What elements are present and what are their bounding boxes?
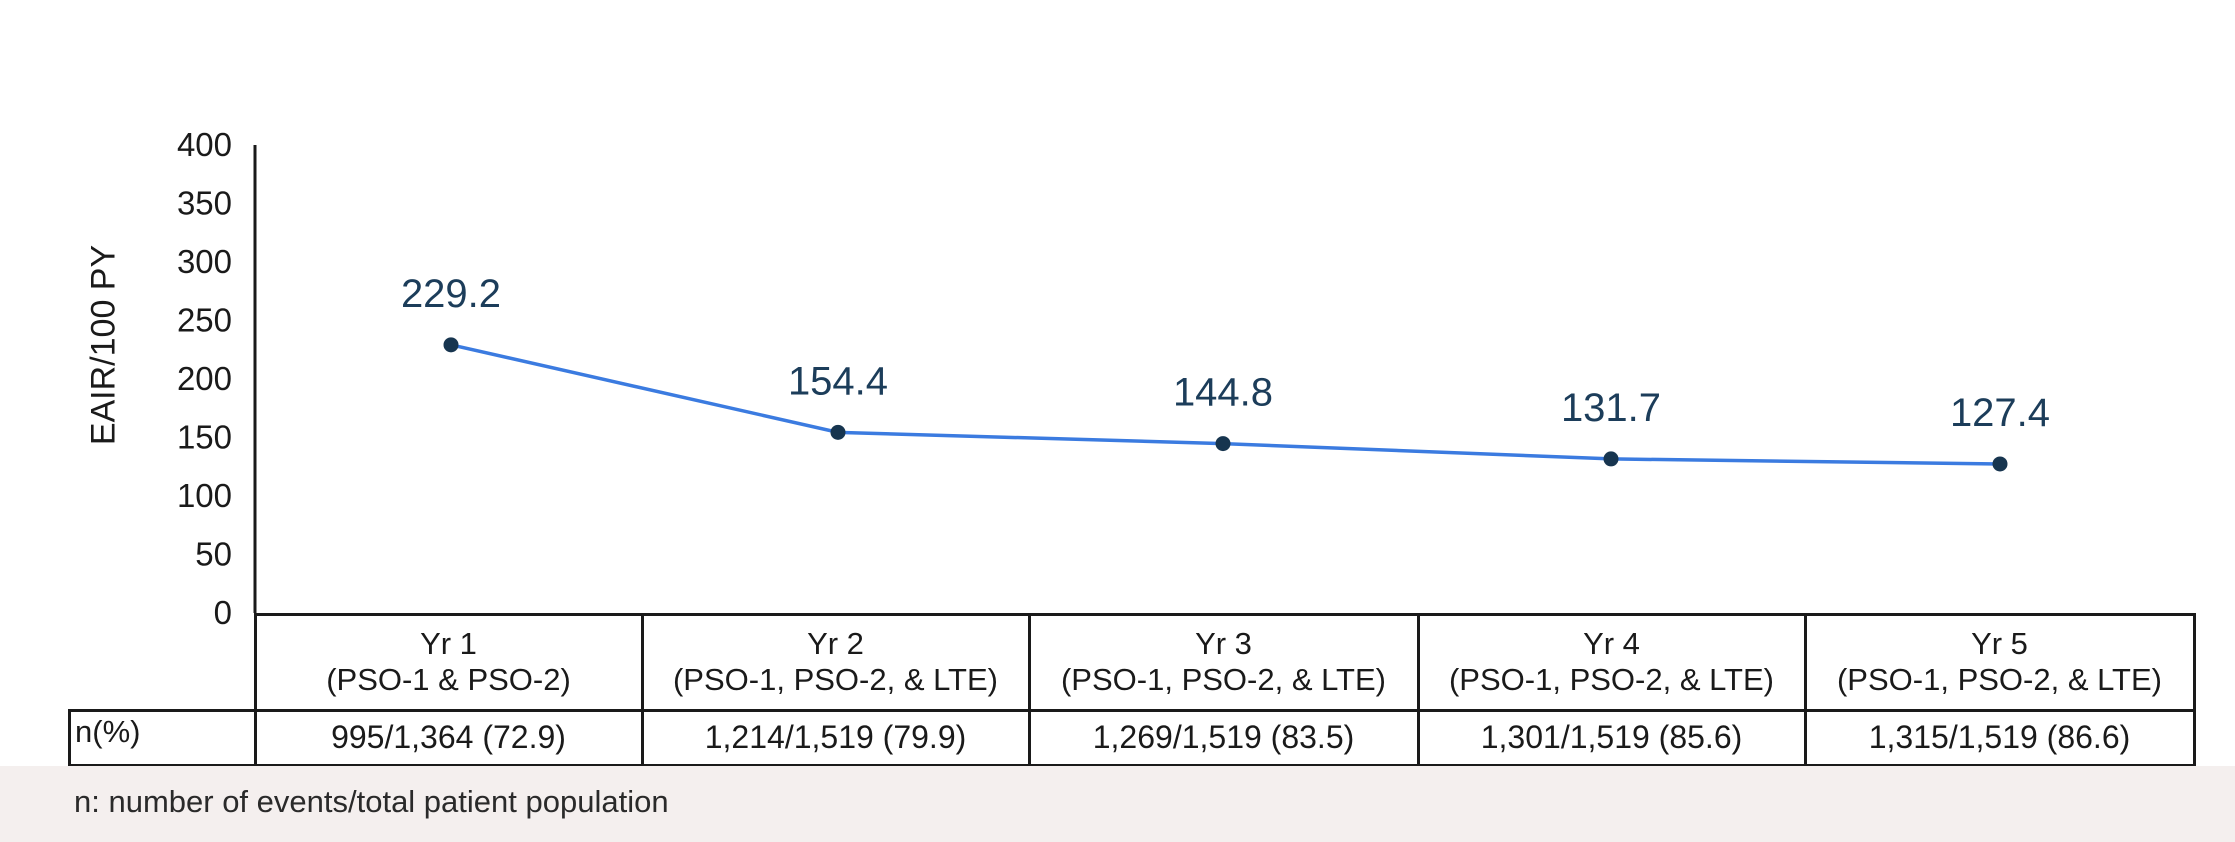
data-label: 154.4 <box>788 359 888 403</box>
table-corner <box>69 614 257 712</box>
y-tick-label: 300 <box>177 243 232 280</box>
data-label: 131.7 <box>1561 386 1661 430</box>
category-sub: (PSO-1, PSO-2, & LTE) <box>1448 662 1774 698</box>
y-tick-label: 400 <box>177 126 232 163</box>
y-tick-label: 350 <box>177 185 232 222</box>
row-label: n(%) <box>68 708 257 767</box>
category-cell-2: Yr 2 (PSO-1, PSO-2, & LTE) <box>640 613 1031 712</box>
y-axis-title: EAIR/100 PY <box>84 244 123 446</box>
category-row: Yr 1 (PSO-1 & PSO-2) Yr 2 (PSO-1, PSO-2, &… <box>69 613 2196 712</box>
y-tick-label: 50 <box>195 536 232 573</box>
category-name: Yr 2 <box>807 626 864 662</box>
category-cell-1: Yr 1 (PSO-1 & PSO-2) <box>253 613 644 712</box>
table-value-4: 1,301/1,519 (85.6) <box>1416 708 1807 767</box>
category-cell-4: Yr 4 (PSO-1, PSO-2, & LTE) <box>1416 613 1807 712</box>
y-tick-label: 200 <box>177 360 232 397</box>
category-table: Yr 1 (PSO-1 & PSO-2) Yr 2 (PSO-1, PSO-2, &… <box>68 613 2196 767</box>
category-sub: (PSO-1, PSO-2, & LTE) <box>1060 662 1386 698</box>
table-value-2: 1,214/1,519 (79.9) <box>640 708 1031 767</box>
value-row: n(%) 995/1,364 (72.9) 1,214/1,519 (79.9)… <box>68 708 2196 767</box>
y-tick-label: 250 <box>177 302 232 339</box>
data-label: 127.4 <box>1950 391 2050 435</box>
footnote-band <box>0 766 2235 842</box>
category-name: Yr 5 <box>1971 626 2028 662</box>
data-label: 144.8 <box>1173 371 1273 415</box>
data-point <box>443 337 459 353</box>
table-value-3: 1,269/1,519 (83.5) <box>1027 708 1420 767</box>
data-point <box>1215 436 1231 452</box>
category-cell-5: Yr 5 (PSO-1, PSO-2, & LTE) <box>1803 613 2196 712</box>
data-label: 229.2 <box>401 272 501 316</box>
category-name: Yr 1 <box>420 626 477 662</box>
data-point <box>1992 456 2008 472</box>
category-cell-3: Yr 3 (PSO-1, PSO-2, & LTE) <box>1027 613 1420 712</box>
y-tick-label: 100 <box>177 477 232 514</box>
table-value-5: 1,315/1,519 (86.6) <box>1803 708 2196 767</box>
data-point <box>1603 451 1619 467</box>
category-sub: (PSO-1 & PSO-2) <box>326 662 571 698</box>
y-tick-label: 150 <box>177 419 232 456</box>
table-value-1: 995/1,364 (72.9) <box>253 708 644 767</box>
category-name: Yr 3 <box>1195 626 1252 662</box>
category-sub: (PSO-1, PSO-2, & LTE) <box>672 662 998 698</box>
category-sub: (PSO-1, PSO-2, & LTE) <box>1836 662 2162 698</box>
category-name: Yr 4 <box>1583 626 1640 662</box>
footnote: n: number of events/total patient popula… <box>74 784 669 819</box>
data-point <box>830 424 846 440</box>
